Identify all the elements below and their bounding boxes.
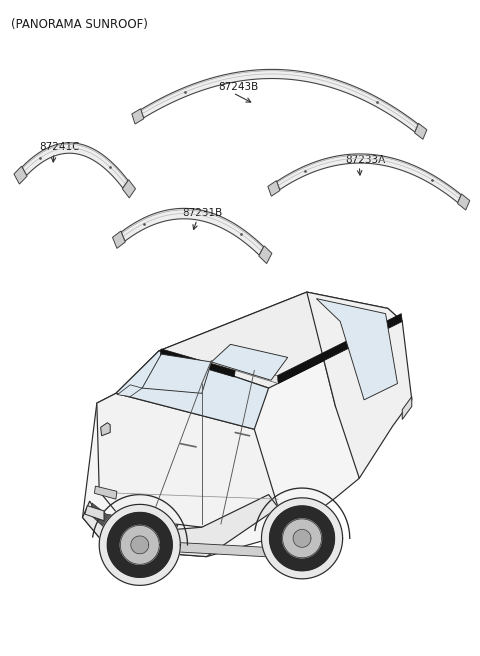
Polygon shape [316, 298, 397, 400]
Polygon shape [120, 540, 292, 558]
Polygon shape [117, 385, 142, 397]
Polygon shape [142, 354, 211, 394]
Polygon shape [85, 506, 104, 521]
Polygon shape [293, 529, 311, 547]
Text: (PANORAMA SUNROOF): (PANORAMA SUNROOF) [11, 18, 148, 31]
Polygon shape [283, 519, 322, 558]
Polygon shape [307, 292, 412, 478]
Polygon shape [277, 154, 461, 203]
Polygon shape [457, 194, 470, 210]
Polygon shape [402, 397, 412, 419]
Polygon shape [234, 362, 278, 384]
Text: 87241C: 87241C [39, 142, 80, 152]
Text: 87233A: 87233A [345, 155, 385, 165]
Polygon shape [415, 123, 427, 139]
Polygon shape [120, 525, 159, 564]
Polygon shape [116, 351, 269, 429]
Polygon shape [262, 498, 343, 579]
Polygon shape [22, 143, 128, 188]
Text: 87231B: 87231B [183, 208, 223, 218]
Polygon shape [211, 344, 288, 380]
Polygon shape [121, 209, 264, 255]
Polygon shape [112, 231, 125, 249]
Polygon shape [101, 422, 110, 436]
Polygon shape [83, 495, 278, 557]
Polygon shape [95, 486, 117, 499]
Polygon shape [131, 536, 149, 554]
Polygon shape [97, 394, 278, 527]
Polygon shape [132, 109, 144, 124]
Polygon shape [90, 503, 178, 536]
Polygon shape [268, 180, 280, 196]
Polygon shape [270, 506, 335, 571]
Polygon shape [14, 166, 27, 184]
Polygon shape [160, 349, 235, 377]
Polygon shape [99, 504, 180, 585]
Polygon shape [277, 314, 402, 384]
Polygon shape [108, 512, 172, 577]
Polygon shape [259, 246, 272, 264]
Polygon shape [141, 70, 418, 132]
Text: 87243B: 87243B [218, 81, 259, 92]
Polygon shape [159, 292, 402, 388]
Polygon shape [122, 180, 135, 198]
Polygon shape [83, 292, 360, 557]
